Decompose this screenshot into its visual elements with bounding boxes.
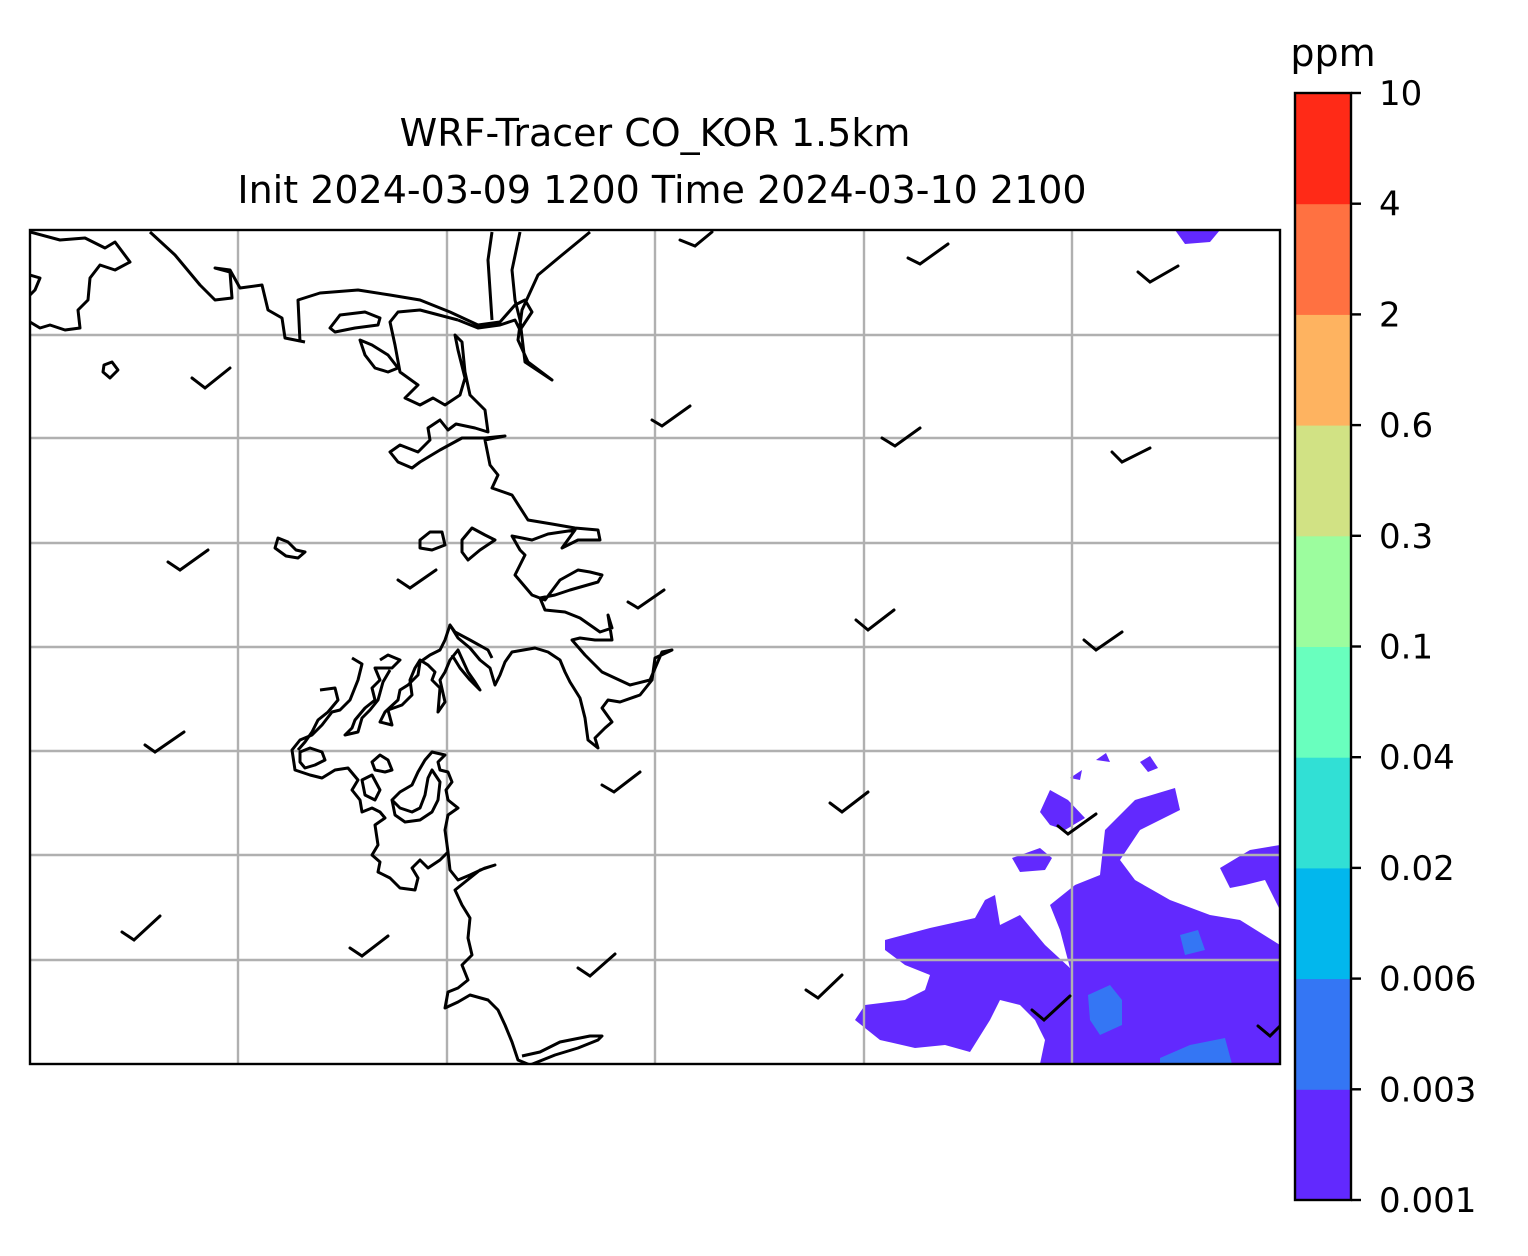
map-frame [28, 228, 1282, 1066]
tracer-region-top [1175, 230, 1220, 244]
colorbar-band [1295, 535, 1351, 647]
colorbar-band [1295, 1089, 1351, 1201]
colorbar-tick-label: 10 [1379, 74, 1422, 114]
colorbar-tick-label: 0.001 [1379, 1181, 1476, 1221]
wind-barb [1256, 1024, 1280, 1039]
wind-barb [804, 973, 844, 1000]
tracer-fill [855, 230, 1280, 1064]
wind-barb [828, 790, 870, 814]
tracer-level2-patch [1088, 985, 1122, 1035]
title-line-2: Init 2024-03-09 1200 Time 2024-03-10 210… [237, 168, 1086, 212]
wind-barb [1110, 446, 1152, 464]
tracer-level2-patch [1180, 930, 1205, 955]
wind-barb [348, 934, 390, 958]
tracer-speck [1140, 756, 1158, 772]
colorbar-band [1295, 93, 1351, 205]
colorbar-unit: ppm [1290, 31, 1375, 75]
wind-barb [600, 770, 642, 794]
map-panel [30, 230, 1280, 1064]
tracer-region-north [1040, 790, 1085, 830]
wind-barb [650, 404, 692, 428]
tracer-speck [1096, 753, 1110, 762]
colorbar-tick-label: 0.02 [1379, 849, 1455, 889]
wind-barb [854, 608, 896, 632]
wind-barb [626, 588, 666, 610]
coastline [30, 230, 674, 1064]
wind-barb [906, 242, 950, 266]
title-line-1: WRF-Tracer CO_KOR 1.5km [400, 111, 911, 155]
wind-barb [880, 426, 922, 448]
tracer-region-east [1220, 845, 1280, 910]
colorbar-tick-label: 2 [1379, 295, 1401, 335]
colorbar-tick-label: 0.006 [1379, 960, 1476, 1000]
colorbar-tick-label: 0.003 [1379, 1070, 1476, 1110]
gridlines [30, 230, 1280, 1064]
colorbar-tick-label: 0.1 [1379, 628, 1433, 668]
colorbar-tick-label: 4 [1379, 185, 1401, 225]
wind-barb [166, 548, 210, 572]
colorbar-band [1295, 867, 1351, 980]
wind-barb [1082, 630, 1124, 652]
wind-barb [1136, 264, 1180, 284]
wind-barb [1056, 812, 1098, 836]
colorbar-band [1295, 646, 1351, 758]
colorbar-tick-label: 0.6 [1379, 406, 1433, 446]
wind-barb [1030, 994, 1072, 1022]
colorbar-band [1295, 314, 1351, 426]
colorbar-band [1295, 203, 1351, 315]
wind-barb [678, 230, 714, 248]
wind-barbs [120, 230, 1280, 1039]
wind-barb [120, 914, 162, 942]
tracer-region-main [855, 788, 1280, 1064]
colorbar-band [1295, 757, 1351, 869]
tracer-level2-patch [1160, 1038, 1232, 1064]
wind-barb [396, 568, 438, 590]
colorbar-band [1295, 978, 1351, 1090]
wind-barb [143, 730, 186, 754]
colorbar-band [1295, 425, 1351, 537]
wind-barb [190, 366, 232, 390]
colorbar-tick-label: 0.3 [1379, 517, 1433, 557]
colorbar-tick-label: 0.04 [1379, 738, 1455, 778]
wind-barb [576, 952, 617, 978]
